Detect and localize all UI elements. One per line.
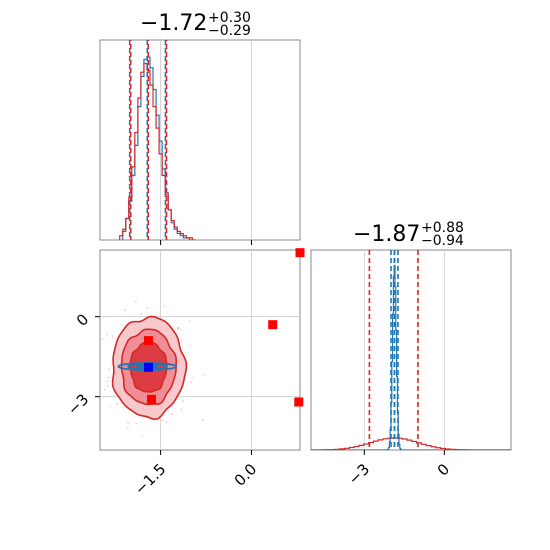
panel-bottom-right: −3 0 −1.87 +0.88 −0.94 [310,220,512,488]
sample-point [104,388,106,391]
sample-point [146,306,149,309]
sample-point [161,419,164,422]
sample-point [170,413,173,416]
sample-point [107,368,110,371]
sample-point [126,427,129,429]
sample-point [176,327,179,329]
sample-point [189,381,192,384]
panel-frame [99,39,301,241]
marker-square-0 [143,336,153,346]
sample-point [116,403,119,406]
histogram-step-1 [119,63,196,240]
sample-point [132,315,135,318]
title-sup: +0.30 [208,10,251,26]
title-sub: −0.29 [208,23,251,39]
marker-square-4 [294,397,304,407]
x-tick-label: 0.0 [231,460,261,490]
sample-point [188,320,191,323]
sample-point [78,336,80,338]
sample-point [180,328,183,331]
marker-square-1 [143,362,153,372]
panel-top-left: −1.72 +0.30 −0.29 [99,10,301,245]
sample-point [134,300,137,303]
y-tick-label: 0 [73,310,92,329]
sample-point [182,399,184,402]
sample-point [106,380,109,383]
marker-square-3 [268,320,278,330]
sample-point [192,376,195,379]
title-sup: +0.88 [421,220,464,236]
sample-point [165,421,168,423]
sample-point [140,313,142,315]
sample-point [127,422,129,424]
panel-bottom-left: −1.5 0.0 0 −3 [64,248,305,499]
sample-point [203,373,205,376]
sample-point [106,333,109,336]
sample-point [141,435,144,438]
marker-square-2 [147,394,157,404]
x-tick-label: −3 [345,460,373,488]
sample-point [180,339,183,342]
sample-point [111,335,114,338]
sample-point [107,376,110,379]
title-main: −1.87 [353,222,420,247]
x-tick-label: −1.5 [131,460,169,498]
histogram-step-0 [122,56,193,240]
panel-frame [310,249,512,451]
marker-square-5 [295,248,305,258]
sample-point [124,309,126,312]
title-sub: −0.94 [421,233,464,249]
sample-point [163,305,166,308]
y-tick-label: −3 [64,390,92,418]
sample-point [109,405,112,408]
histogram-blue [311,264,511,450]
sample-point [180,408,183,411]
sample-point [135,422,138,425]
sample-point [101,338,104,341]
x-tick-label: 0 [434,460,453,479]
sample-point [202,418,204,421]
sample-point [106,385,109,388]
title-main: −1.72 [140,11,207,36]
sample-point [189,344,192,347]
sample-point [90,360,92,362]
